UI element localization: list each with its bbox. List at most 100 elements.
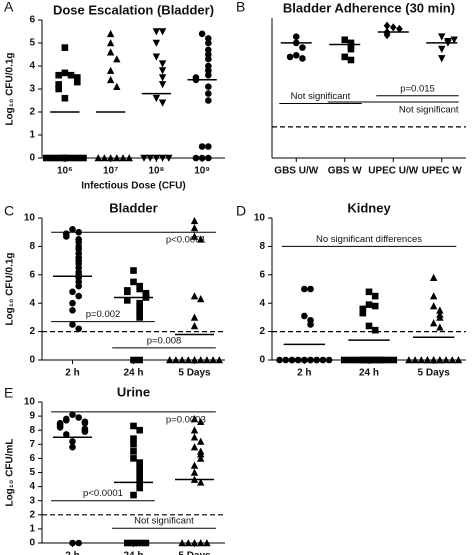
point — [205, 90, 212, 97]
point — [307, 285, 314, 293]
point — [136, 356, 143, 364]
x-tick-label: 24 h — [123, 368, 143, 379]
point — [75, 325, 82, 333]
x-tick-label: 2 h — [297, 368, 311, 379]
point — [69, 411, 76, 418]
point — [125, 154, 133, 162]
point — [190, 216, 199, 225]
y-tick-label: 4 — [29, 481, 35, 492]
y-tick-label: 0 — [29, 355, 35, 366]
point — [365, 322, 373, 330]
point — [301, 285, 308, 293]
point — [184, 356, 192, 364]
point — [184, 539, 192, 547]
point — [152, 154, 161, 162]
point — [190, 539, 199, 547]
point — [448, 356, 456, 364]
point — [454, 356, 463, 364]
y-tick-label: 3 — [29, 84, 35, 95]
y-axis-title: Log₁₀ CFU/0.1g — [5, 52, 16, 125]
point — [56, 424, 64, 431]
point — [190, 433, 199, 441]
point — [69, 438, 76, 445]
point — [119, 154, 127, 162]
point — [130, 448, 137, 455]
point — [436, 356, 444, 364]
point — [215, 356, 223, 364]
y-tick-label: 4 — [29, 298, 35, 309]
panel-title: Bladder — [109, 200, 157, 215]
point — [205, 39, 212, 47]
point — [63, 417, 70, 424]
point — [158, 99, 167, 107]
annotation-label: p=0.015 — [400, 83, 435, 94]
point — [124, 539, 131, 547]
point — [130, 491, 137, 499]
point — [130, 435, 137, 442]
point — [341, 53, 349, 61]
point — [429, 292, 438, 300]
point — [359, 309, 367, 317]
point — [438, 55, 446, 63]
point — [365, 356, 373, 364]
point — [113, 82, 121, 90]
point — [130, 441, 137, 448]
point — [205, 55, 212, 63]
point — [136, 476, 143, 483]
point — [69, 288, 76, 296]
panel-label: B — [236, 0, 245, 15]
point — [158, 81, 167, 89]
y-axis-title: Log₁₀ CFU/0.1g — [5, 252, 16, 325]
point — [158, 28, 167, 36]
y-tick-label: 7 — [29, 439, 35, 450]
point — [396, 24, 403, 33]
point — [158, 74, 167, 82]
point — [136, 285, 143, 293]
y-tick-label: 2 — [29, 326, 35, 337]
point — [197, 295, 205, 303]
point — [106, 154, 115, 162]
point — [172, 356, 180, 364]
point — [371, 292, 379, 300]
point — [365, 288, 373, 296]
x-tick-label: 10⁹ — [194, 166, 210, 177]
point — [136, 484, 143, 492]
point — [405, 356, 413, 364]
point — [136, 472, 143, 479]
point — [365, 301, 373, 308]
y-tick-label: 2 — [29, 509, 35, 520]
x-tick-label: 10⁸ — [148, 166, 164, 177]
point — [124, 288, 131, 296]
point — [301, 356, 308, 364]
point — [276, 356, 283, 364]
point — [106, 48, 115, 56]
point — [69, 539, 76, 547]
y-tick-label: 0 — [29, 538, 35, 549]
y-tick-label: 0 — [29, 153, 35, 164]
y-axis-title: Log₁₀ CFU/mL — [5, 438, 16, 506]
annotation-label: p=0.008 — [147, 335, 182, 346]
point — [450, 36, 458, 44]
x-tick-label: 2 h — [65, 551, 79, 555]
point — [106, 75, 115, 84]
x-tick-label: 10⁷ — [103, 166, 118, 177]
y-tick-label: 1 — [29, 524, 35, 535]
point — [282, 356, 290, 364]
panel-title: Bladder Adherence (30 min) — [283, 0, 455, 15]
x-tick-label: 24 h — [359, 368, 379, 379]
y-tick-label: 4 — [259, 298, 265, 309]
point — [69, 226, 76, 233]
point — [205, 51, 212, 58]
point — [197, 356, 205, 364]
point — [130, 278, 137, 286]
point — [80, 154, 87, 162]
point — [136, 302, 143, 310]
point — [197, 539, 205, 547]
point — [286, 53, 294, 61]
point — [294, 356, 302, 364]
point — [205, 62, 212, 70]
x-tick-label: 5 Days — [418, 368, 451, 379]
point — [73, 154, 81, 162]
point — [158, 154, 167, 162]
